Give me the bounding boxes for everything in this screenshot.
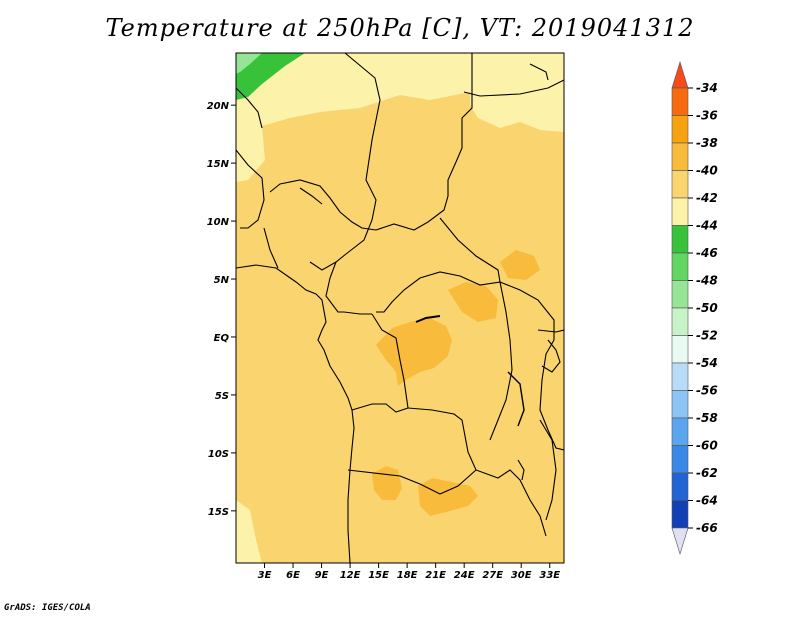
x-tick-label: 15E <box>368 570 389 581</box>
x-tick-label: 6E <box>286 570 300 581</box>
colorbar-label: -60 <box>696 439 718 453</box>
y-tick-label: 10S <box>208 449 229 460</box>
colorbar-label: -42 <box>696 191 718 205</box>
colorbar-label: -62 <box>696 466 718 480</box>
colorbar-swatch <box>671 225 689 254</box>
field-band-cool-west <box>236 126 265 182</box>
colorbar-swatch <box>671 472 689 501</box>
colorbar-swatch <box>671 142 689 171</box>
colorbar-label: -58 <box>696 411 718 425</box>
field-patch-warm-north <box>448 282 498 322</box>
coastlines-borders <box>236 53 564 563</box>
colorbar-label: -34 <box>696 81 718 95</box>
x-tick-label: 33E <box>539 570 560 581</box>
field-patch-warm-south-2 <box>418 478 478 516</box>
colorbar-label: -54 <box>696 356 718 370</box>
y-tick-label: 5S <box>215 391 229 402</box>
chart-title: Temperature at 250hPa [C], VT: 201904131… <box>105 14 695 42</box>
colorbar-swatch <box>671 362 689 391</box>
x-tick-label: 21E <box>425 570 446 581</box>
y-tick-label: 20N <box>207 101 230 112</box>
x-tick-label: 3E <box>258 570 272 581</box>
field-patch-warm-congo <box>376 318 452 386</box>
y-tick-label: 15S <box>208 507 229 518</box>
colorbar-swatch <box>671 445 689 474</box>
colorbar-label: -46 <box>696 246 718 260</box>
colorbar-swatch <box>671 197 689 226</box>
field-band-green-nw <box>236 53 305 100</box>
y-axis: 20N 15N 10N 5N EQ 5S 10S 15S <box>207 101 236 518</box>
field-base <box>236 53 564 563</box>
colorbar-swatch <box>671 170 689 199</box>
field-patch-warm-south-1 <box>372 466 402 500</box>
y-tick-label: 15N <box>207 159 230 170</box>
colorbar-swatch <box>671 417 689 446</box>
grads-credit: GrADS: IGES/COLA <box>4 603 91 613</box>
colorbar-swatch <box>671 115 689 144</box>
colorbar-bottom-arrow <box>671 527 689 556</box>
x-tick-label: 24E <box>454 570 475 581</box>
colorbar-label: -38 <box>696 136 718 150</box>
colorbar-swatch <box>671 500 689 529</box>
colorbar: -34 -36 -38 -40 -42 -44 -46 -48 -50 -52 -54 -56 -58 -… <box>671 60 718 556</box>
plot-frame <box>235 52 565 564</box>
colorbar-top-arrow <box>671 60 689 89</box>
x-tick-label: 18E <box>397 570 418 581</box>
colorbar-label: -64 <box>696 494 718 508</box>
x-tick-label: 12E <box>340 570 361 581</box>
colorbar-swatch <box>671 87 689 116</box>
colorbar-label: -36 <box>696 109 718 123</box>
colorbar-swatch <box>671 280 689 309</box>
y-tick-label: 5N <box>214 275 230 286</box>
x-tick-label: 30E <box>511 570 532 581</box>
colorbar-swatch <box>671 307 689 336</box>
x-tick-label: 27E <box>482 570 503 581</box>
colorbar-label: -50 <box>696 301 718 315</box>
colorbar-swatch <box>671 390 689 419</box>
y-tick-label: 10N <box>207 217 230 228</box>
field-band-cool-north-east <box>470 53 564 132</box>
field-band-cool-southwest <box>236 500 262 563</box>
colorbar-label: -52 <box>696 329 718 343</box>
colorbar-label: -40 <box>696 164 718 178</box>
colorbar-swatch <box>671 252 689 281</box>
colorbar-swatch <box>671 335 689 364</box>
field-patch-warm-east <box>500 250 540 280</box>
colorbar-label: -66 <box>696 521 718 535</box>
colorbar-label: -48 <box>696 274 718 288</box>
x-axis: 3E 6E 9E 12E 15E 18E 21E 24E 27E 30E 33E <box>258 563 560 581</box>
colorbar-label: -56 <box>696 384 718 398</box>
y-tick-label: EQ <box>214 333 230 344</box>
field-band-lightgreen-nw <box>236 53 262 74</box>
x-tick-label: 9E <box>315 570 329 581</box>
colorbar-label: -44 <box>696 219 718 233</box>
